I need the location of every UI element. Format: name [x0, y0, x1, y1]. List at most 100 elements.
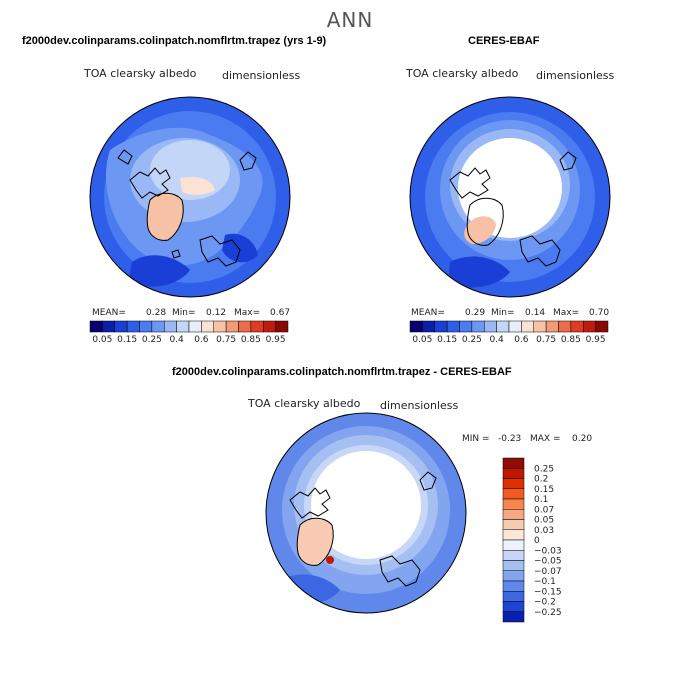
stat-max-value: 0.20: [572, 434, 593, 444]
map-band: [448, 256, 510, 288]
colorbar-swatch: [502, 539, 525, 551]
colorbar-swatch: [502, 519, 525, 530]
colorbar-tick-label: 0.07: [534, 505, 554, 515]
colorbar-swatch: [502, 529, 525, 541]
colorbar-tick-label: 0.15: [534, 485, 554, 495]
panel-obs-units-label: dimensionless: [536, 69, 615, 82]
colorbar-tick-label: −0.03: [534, 546, 562, 556]
stat-max-label: MAX =: [530, 434, 561, 444]
colorbar-swatch: [502, 468, 525, 479]
colorbar-tick-label: 0.75: [216, 335, 236, 345]
coastline: [146, 192, 184, 241]
colorbar-swatch: [139, 320, 153, 333]
colorbar-swatch: [502, 457, 525, 469]
map-border: [89, 96, 291, 298]
stat-min-value: 0.12: [206, 308, 227, 318]
figure-title: ANN: [326, 8, 374, 32]
coastline: [171, 249, 181, 259]
colorbar-tick-label: 0.4: [489, 335, 504, 345]
colorbar-swatch: [502, 498, 525, 510]
colorbar-tick-label: 0.85: [561, 335, 581, 345]
stat-min-label: Min=: [491, 308, 515, 318]
coastlines: [117, 149, 257, 267]
colorbar-swatch: [422, 320, 435, 333]
colorbar-swatch: [250, 320, 264, 333]
coastline: [239, 151, 257, 171]
coastlines: [289, 471, 437, 587]
colorbar-swatch: [275, 320, 289, 333]
stat-mean-value: 0.28: [146, 308, 167, 318]
stat-max-value: 0.67: [270, 308, 291, 318]
stat-min-label: MIN =: [462, 434, 490, 444]
coastline: [449, 167, 491, 199]
colorbar-swatch: [508, 320, 522, 333]
colorbar-swatch: [496, 320, 510, 333]
map-border: [409, 96, 611, 298]
colorbar-tick-label: 0.15: [117, 335, 137, 345]
colorbar-swatch: [263, 320, 276, 333]
positive-bias-spot: [326, 556, 334, 564]
colorbar-swatch: [238, 320, 252, 333]
stat-mean-value: 0.29: [465, 308, 486, 318]
stat-mean-label: MEAN=: [92, 308, 126, 318]
colorbar-tick-label: 0: [534, 536, 540, 546]
colorbar-model: 0.05 0.15 0.25 0.4 0.6 0.75 0.85 0.95: [89, 320, 289, 345]
colorbar-tick-label: 0.75: [536, 335, 556, 345]
colorbar-swatch: [188, 320, 202, 333]
colorbar-tick-label: −0.1: [534, 577, 556, 587]
colorbar-tick-label: −0.25: [534, 608, 562, 618]
colorbar-tick-label: −0.15: [534, 587, 562, 597]
panel-diff-title: f2000dev.colinparams.colinpatch.nomflrtm…: [172, 366, 512, 378]
colorbar-swatch: [502, 570, 525, 582]
colorbar-swatch: [583, 320, 596, 333]
colorbar-swatch: [558, 320, 572, 333]
colorbar-swatch: [502, 478, 525, 489]
colorbar-tick-label: −0.07: [534, 567, 562, 577]
colorbar-swatch: [409, 320, 423, 333]
greenland-positive-bias: [297, 518, 334, 566]
colorbar-swatch: [595, 320, 609, 333]
map-missing-data: [311, 451, 421, 559]
colorbar-swatch: [89, 320, 103, 333]
colorbar-tick-label: 0.95: [266, 335, 286, 345]
colorbar-tick-label: 0.2: [534, 475, 548, 485]
map-band: [180, 176, 215, 195]
map-band: [128, 255, 190, 287]
colorbar-tick-label: 0.05: [412, 335, 432, 345]
coastline: [289, 487, 331, 519]
stat-max-label: Max=: [234, 308, 261, 318]
panel-obs-map: [409, 96, 611, 298]
panel-model-variable-label: TOA clearsky albedo: [84, 67, 197, 80]
colorbar-tick-label: 0.95: [586, 335, 606, 345]
colorbar-swatch: [521, 320, 534, 333]
coastline: [559, 151, 577, 171]
colorbar-tick-label: 0.6: [194, 335, 209, 345]
colorbar-swatch: [484, 320, 497, 333]
coastline: [419, 471, 437, 491]
stat-min-label: Min=: [172, 308, 196, 318]
colorbar-swatch: [570, 320, 584, 333]
panel-obs-title: CERES-EBAF: [468, 35, 540, 47]
map-missing-data: [458, 138, 562, 238]
stat-max-value: 0.70: [589, 308, 610, 318]
colorbar-tick-label: 0.6: [514, 335, 529, 345]
colorbar-obs: 0.05 0.15 0.25 0.4 0.6 0.75 0.85 0.95: [409, 320, 609, 345]
panel-model-units-label: dimensionless: [222, 69, 301, 82]
colorbar-swatch: [459, 320, 473, 333]
panel-model-title: f2000dev.colinparams.colinpatch.nomflrtm…: [22, 35, 327, 47]
colorbar-swatch: [114, 320, 128, 333]
colorbar-swatch: [126, 320, 140, 333]
colorbar-swatch: [545, 320, 559, 333]
colorbar-swatch: [201, 320, 214, 333]
colorbar-swatch: [102, 320, 115, 333]
greenland-high-albedo: [464, 216, 496, 244]
coastline: [379, 555, 421, 587]
colorbar-diff: 0.250.20.150.10.070.050.030−0.03−0.05−0.…: [502, 457, 562, 623]
colorbar-tick-label: 0.05: [92, 335, 112, 345]
coastline: [117, 149, 133, 165]
panel-diff-units-label: dimensionless: [380, 399, 459, 412]
map-border: [265, 412, 467, 614]
colorbar-swatch: [502, 509, 525, 520]
panel-obs-variable-label: TOA clearsky albedo: [406, 67, 519, 80]
